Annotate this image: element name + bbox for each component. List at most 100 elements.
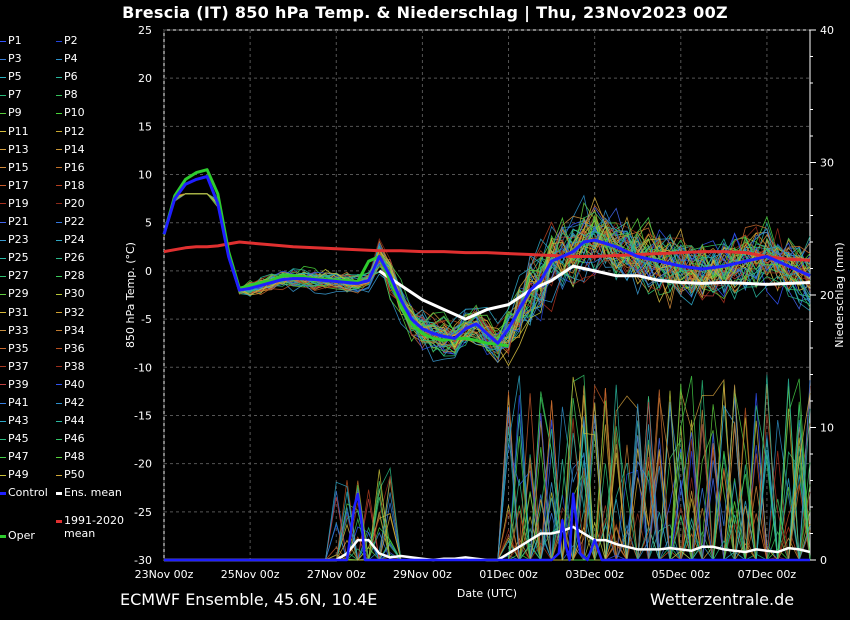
legend-label: P27 [8, 269, 29, 283]
legend-swatch [56, 438, 62, 440]
legend-item-p45: P45 [0, 432, 29, 446]
series-ens-mean-precip [164, 525, 811, 562]
legend-label: P29 [8, 287, 29, 301]
legend-label: P36 [64, 341, 85, 355]
legend-label: P41 [8, 396, 29, 409]
legend-label: P26 [64, 251, 85, 265]
legend-item-p47: P47 [0, 450, 29, 464]
legend-label: P8 [64, 88, 78, 102]
member-temp-line [163, 193, 811, 334]
member-temp-line [163, 193, 811, 343]
legend-label: Control [8, 486, 48, 499]
legend-label: P17 [8, 178, 29, 192]
legend-label: P28 [64, 269, 85, 283]
legend-item-p22: P22 [56, 215, 85, 229]
legend-item-p37: P37 [0, 360, 29, 374]
legend-item-p32: P32 [56, 306, 85, 320]
legend-swatch [0, 185, 6, 187]
legend-swatch [0, 167, 6, 169]
legend-label: P24 [64, 233, 85, 247]
legend-swatch [56, 402, 62, 404]
legend-swatch [0, 366, 6, 368]
legend-swatch [0, 420, 6, 422]
legend-swatch [0, 491, 6, 495]
legend-swatch [0, 203, 6, 205]
legend-swatch [56, 185, 62, 187]
legend-label: P32 [64, 305, 85, 319]
legend-item-p7: P7 [0, 88, 22, 102]
legend-swatch [56, 76, 62, 78]
member-temp-line [163, 193, 811, 343]
legend-item-p20: P20 [56, 197, 85, 211]
legend-item-p49: P49 [0, 468, 29, 482]
y-tick-label: -25 [134, 506, 152, 519]
legend-item-p46: P46 [56, 432, 85, 446]
legend-item-p8: P8 [56, 88, 78, 102]
y2-tick-label: 0 [820, 554, 827, 567]
legend-swatch [0, 348, 6, 350]
legend-label: P37 [8, 359, 29, 373]
legend-swatch [0, 438, 6, 440]
legend-label: P39 [8, 377, 29, 391]
x-tick-label: 29Nov 00z [393, 568, 452, 581]
legend-swatch [56, 257, 62, 259]
footer-source: ECMWF Ensemble, 45.6N, 10.4E [120, 590, 378, 609]
legend-label: P7 [8, 88, 22, 102]
y-tick-label: -10 [134, 361, 152, 374]
legend-swatch [56, 94, 62, 96]
legend-swatch [56, 239, 62, 241]
legend-label: P13 [8, 142, 29, 156]
legend-item-p14: P14 [56, 143, 85, 157]
legend-item-p41: P41 [0, 396, 29, 410]
legend-item-p30: P30 [56, 287, 85, 301]
legend-item-p44: P44 [56, 414, 85, 428]
legend-item-oper: Oper [0, 529, 35, 543]
legend-swatch [56, 519, 62, 523]
legend-swatch [56, 348, 62, 350]
legend-item-p4: P4 [56, 52, 78, 66]
legend-item-p36: P36 [56, 342, 85, 356]
legend-item-p12: P12 [56, 125, 85, 139]
legend-swatch [0, 239, 6, 241]
legend-swatch [0, 58, 6, 60]
chart-title: Brescia (IT) 850 hPa Temp. & Niederschla… [122, 3, 728, 22]
y-tick-label: 15 [138, 120, 152, 133]
legend-item-ens-mean: Ens. mean [56, 486, 122, 500]
legend-swatch [56, 366, 62, 368]
legend-swatch [56, 58, 62, 60]
legend-label: P23 [8, 233, 29, 247]
legend-swatch [56, 275, 62, 277]
y-tick-label: 0 [145, 265, 152, 278]
legend-item-p34: P34 [56, 324, 85, 338]
legend-swatch [56, 221, 62, 223]
legend-label: P5 [8, 70, 22, 84]
legend-label: P34 [64, 323, 85, 337]
legend-label: P50 [64, 468, 85, 482]
legend-swatch [56, 491, 62, 495]
legend-label: P45 [8, 432, 29, 446]
legend-item-p24: P24 [56, 233, 85, 247]
y2-tick-label: 10 [820, 422, 834, 435]
legend-item-p31: P31 [0, 306, 29, 320]
x-tick-label: 23Nov 00z [135, 568, 194, 581]
legend-item-p25: P25 [0, 251, 29, 265]
legend-item-p9: P9 [0, 106, 22, 120]
legend-label: P43 [8, 414, 29, 428]
legend-item-p38: P38 [56, 360, 85, 374]
legend-swatch [56, 420, 62, 422]
legend-swatch [0, 112, 6, 114]
member-temp-line [163, 193, 811, 340]
legend-item-p15: P15 [0, 161, 29, 175]
legend-label: P42 [64, 396, 85, 409]
legend-label: P30 [64, 287, 85, 301]
y2-tick-label: 20 [820, 289, 834, 302]
y2-axis-label: Niederschlag (mm) [833, 242, 846, 347]
footer-site: Wetterzentrale.de [650, 590, 795, 609]
legend-item-p48: P48 [56, 450, 85, 464]
legend-item-p43: P43 [0, 414, 29, 428]
legend-swatch [0, 94, 6, 96]
legend-item-p21: P21 [0, 215, 29, 229]
series-control [162, 175, 811, 345]
legend-label: P1 [8, 34, 22, 47]
